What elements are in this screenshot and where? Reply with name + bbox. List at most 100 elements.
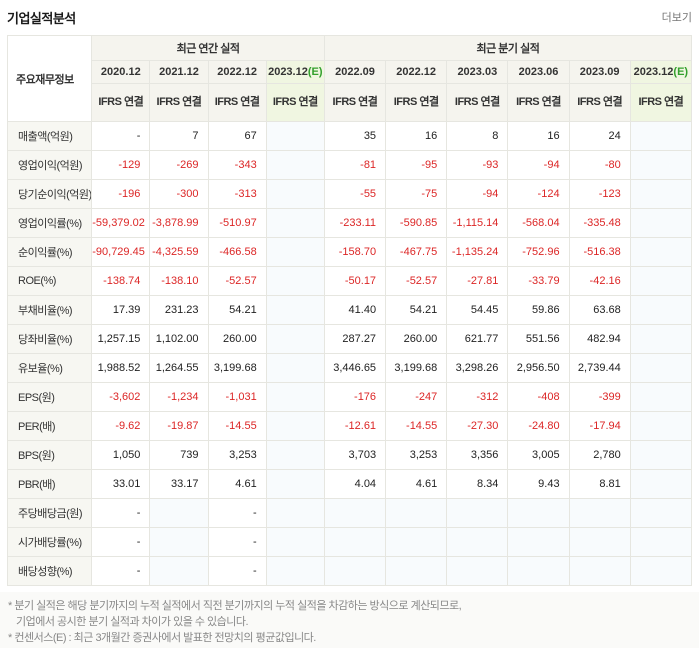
value-cell: 3,199.68: [207, 353, 267, 383]
table-row: EPS(원) -3,602 -1,234 -1,031 -176 -247 -312 -408…: [6, 382, 693, 412]
column-header: 2023.12(E): [265, 60, 325, 84]
value-cell: -313: [207, 179, 267, 209]
value-cell: [629, 121, 693, 151]
section-header: 기업실적분석 더보기: [7, 8, 692, 26]
value-cell: -95: [385, 150, 448, 180]
value-cell: [265, 382, 325, 412]
value-cell: 3,199.68: [385, 353, 448, 383]
value-cell: -1,135.24: [446, 237, 509, 267]
value-cell: -52.57: [207, 266, 267, 296]
value-cell: [323, 556, 387, 586]
value-cell: -: [91, 498, 151, 528]
value-cell: -466.58: [207, 237, 267, 267]
table-row: ROE(%) -138.74 -138.10 -52.57 -50.17 -52.57 -2…: [6, 266, 693, 296]
value-cell: 231.23: [149, 295, 209, 325]
value-cell: -129: [91, 150, 151, 180]
value-cell: [149, 527, 209, 557]
value-cell: 33.17: [149, 469, 209, 499]
value-cell: 4.61: [385, 469, 448, 499]
value-cell: [265, 324, 325, 354]
ifrs-subheader: IFRS 연결: [568, 83, 631, 122]
value-cell: [323, 498, 387, 528]
value-cell: [446, 527, 509, 557]
table-row: 당좌비율(%) 1,257.15 1,102.00 260.00 287.27 260.0…: [6, 324, 693, 354]
ifrs-subheader: IFRS 연결: [207, 83, 267, 122]
value-cell: [446, 498, 509, 528]
value-cell: -80: [568, 150, 631, 180]
column-header: 2020.12: [91, 60, 151, 84]
value-cell: -247: [385, 382, 448, 412]
row-label: BPS(원): [6, 440, 93, 470]
row-label: 매출액(억원): [6, 121, 93, 151]
value-cell: -300: [149, 179, 209, 209]
value-cell: -312: [446, 382, 509, 412]
value-cell: [629, 498, 693, 528]
column-header: 2023.03: [446, 60, 509, 84]
value-cell: [568, 556, 631, 586]
table-row: 영업이익률(%) -59,379.02 -3,878.99 -510.97 -233.1…: [6, 208, 693, 238]
value-cell: [265, 295, 325, 325]
value-cell: -124: [507, 179, 570, 209]
value-cell: 67: [207, 121, 267, 151]
column-header: 2022.12: [207, 60, 267, 84]
value-cell: [385, 556, 448, 586]
value-cell: [507, 498, 570, 528]
value-cell: -233.11: [323, 208, 387, 238]
value-cell: [265, 440, 325, 470]
value-cell: -123: [568, 179, 631, 209]
value-cell: -3,878.99: [149, 208, 209, 238]
row-label: 주당배당금(원): [6, 498, 93, 528]
value-cell: 54.21: [385, 295, 448, 325]
value-cell: [507, 527, 570, 557]
value-cell: -1,115.14: [446, 208, 509, 238]
value-cell: 24: [568, 121, 631, 151]
value-cell: -52.57: [385, 266, 448, 296]
column-header: 2023.12(E): [629, 60, 693, 84]
value-cell: 8.81: [568, 469, 631, 499]
value-cell: 59.86: [507, 295, 570, 325]
table-row: 순이익률(%) -90,729.45 -4,325.59 -466.58 -158.70…: [6, 237, 693, 267]
value-cell: 1,102.00: [149, 324, 209, 354]
table-row: 배당성향(%) - -: [6, 556, 693, 586]
value-cell: -12.61: [323, 411, 387, 441]
value-cell: 1,257.15: [91, 324, 151, 354]
value-cell: -590.85: [385, 208, 448, 238]
value-cell: -752.96: [507, 237, 570, 267]
row-label: 시가배당률(%): [6, 527, 93, 557]
table-row: PBR(배) 33.01 33.17 4.61 4.04 4.61 8.34 9.43 8.81: [6, 469, 693, 499]
value-cell: -24.80: [507, 411, 570, 441]
value-cell: -94: [507, 150, 570, 180]
value-cell: -17.94: [568, 411, 631, 441]
value-cell: [629, 295, 693, 325]
value-cell: 4.61: [207, 469, 267, 499]
value-cell: [629, 556, 693, 586]
row-label: 부채비율(%): [6, 295, 93, 325]
financial-table: 주요재무정보 최근 연간 실적 최근 분기 실적 2020.12 2021.12 2022…: [6, 35, 693, 586]
value-cell: -: [207, 556, 267, 586]
value-cell: 16: [507, 121, 570, 151]
value-cell: [507, 556, 570, 586]
value-cell: -1,031: [207, 382, 267, 412]
value-cell: [265, 266, 325, 296]
value-cell: 621.77: [446, 324, 509, 354]
value-cell: 63.68: [568, 295, 631, 325]
value-cell: -14.55: [385, 411, 448, 441]
row-label: 당기순이익(억원): [6, 179, 93, 209]
value-cell: 3,703: [323, 440, 387, 470]
table-row: 당기순이익(억원) -196 -300 -313 -55 -75 -94 -124 -123: [6, 179, 693, 209]
value-cell: 739: [149, 440, 209, 470]
row-label: EPS(원): [6, 382, 93, 412]
estimate-mark: (E): [307, 66, 323, 78]
value-cell: 35: [323, 121, 387, 151]
value-cell: [385, 527, 448, 557]
value-cell: -90,729.45: [91, 237, 151, 267]
value-cell: [265, 556, 325, 586]
ifrs-subheader: IFRS 연결: [149, 83, 209, 122]
value-cell: [629, 179, 693, 209]
value-cell: 33.01: [91, 469, 151, 499]
ifrs-subheader: IFRS 연결: [507, 83, 570, 122]
value-cell: -75: [385, 179, 448, 209]
more-link[interactable]: 더보기: [661, 12, 692, 24]
row-label: PER(배): [6, 411, 93, 441]
ifrs-subheader: IFRS 연결: [446, 83, 509, 122]
